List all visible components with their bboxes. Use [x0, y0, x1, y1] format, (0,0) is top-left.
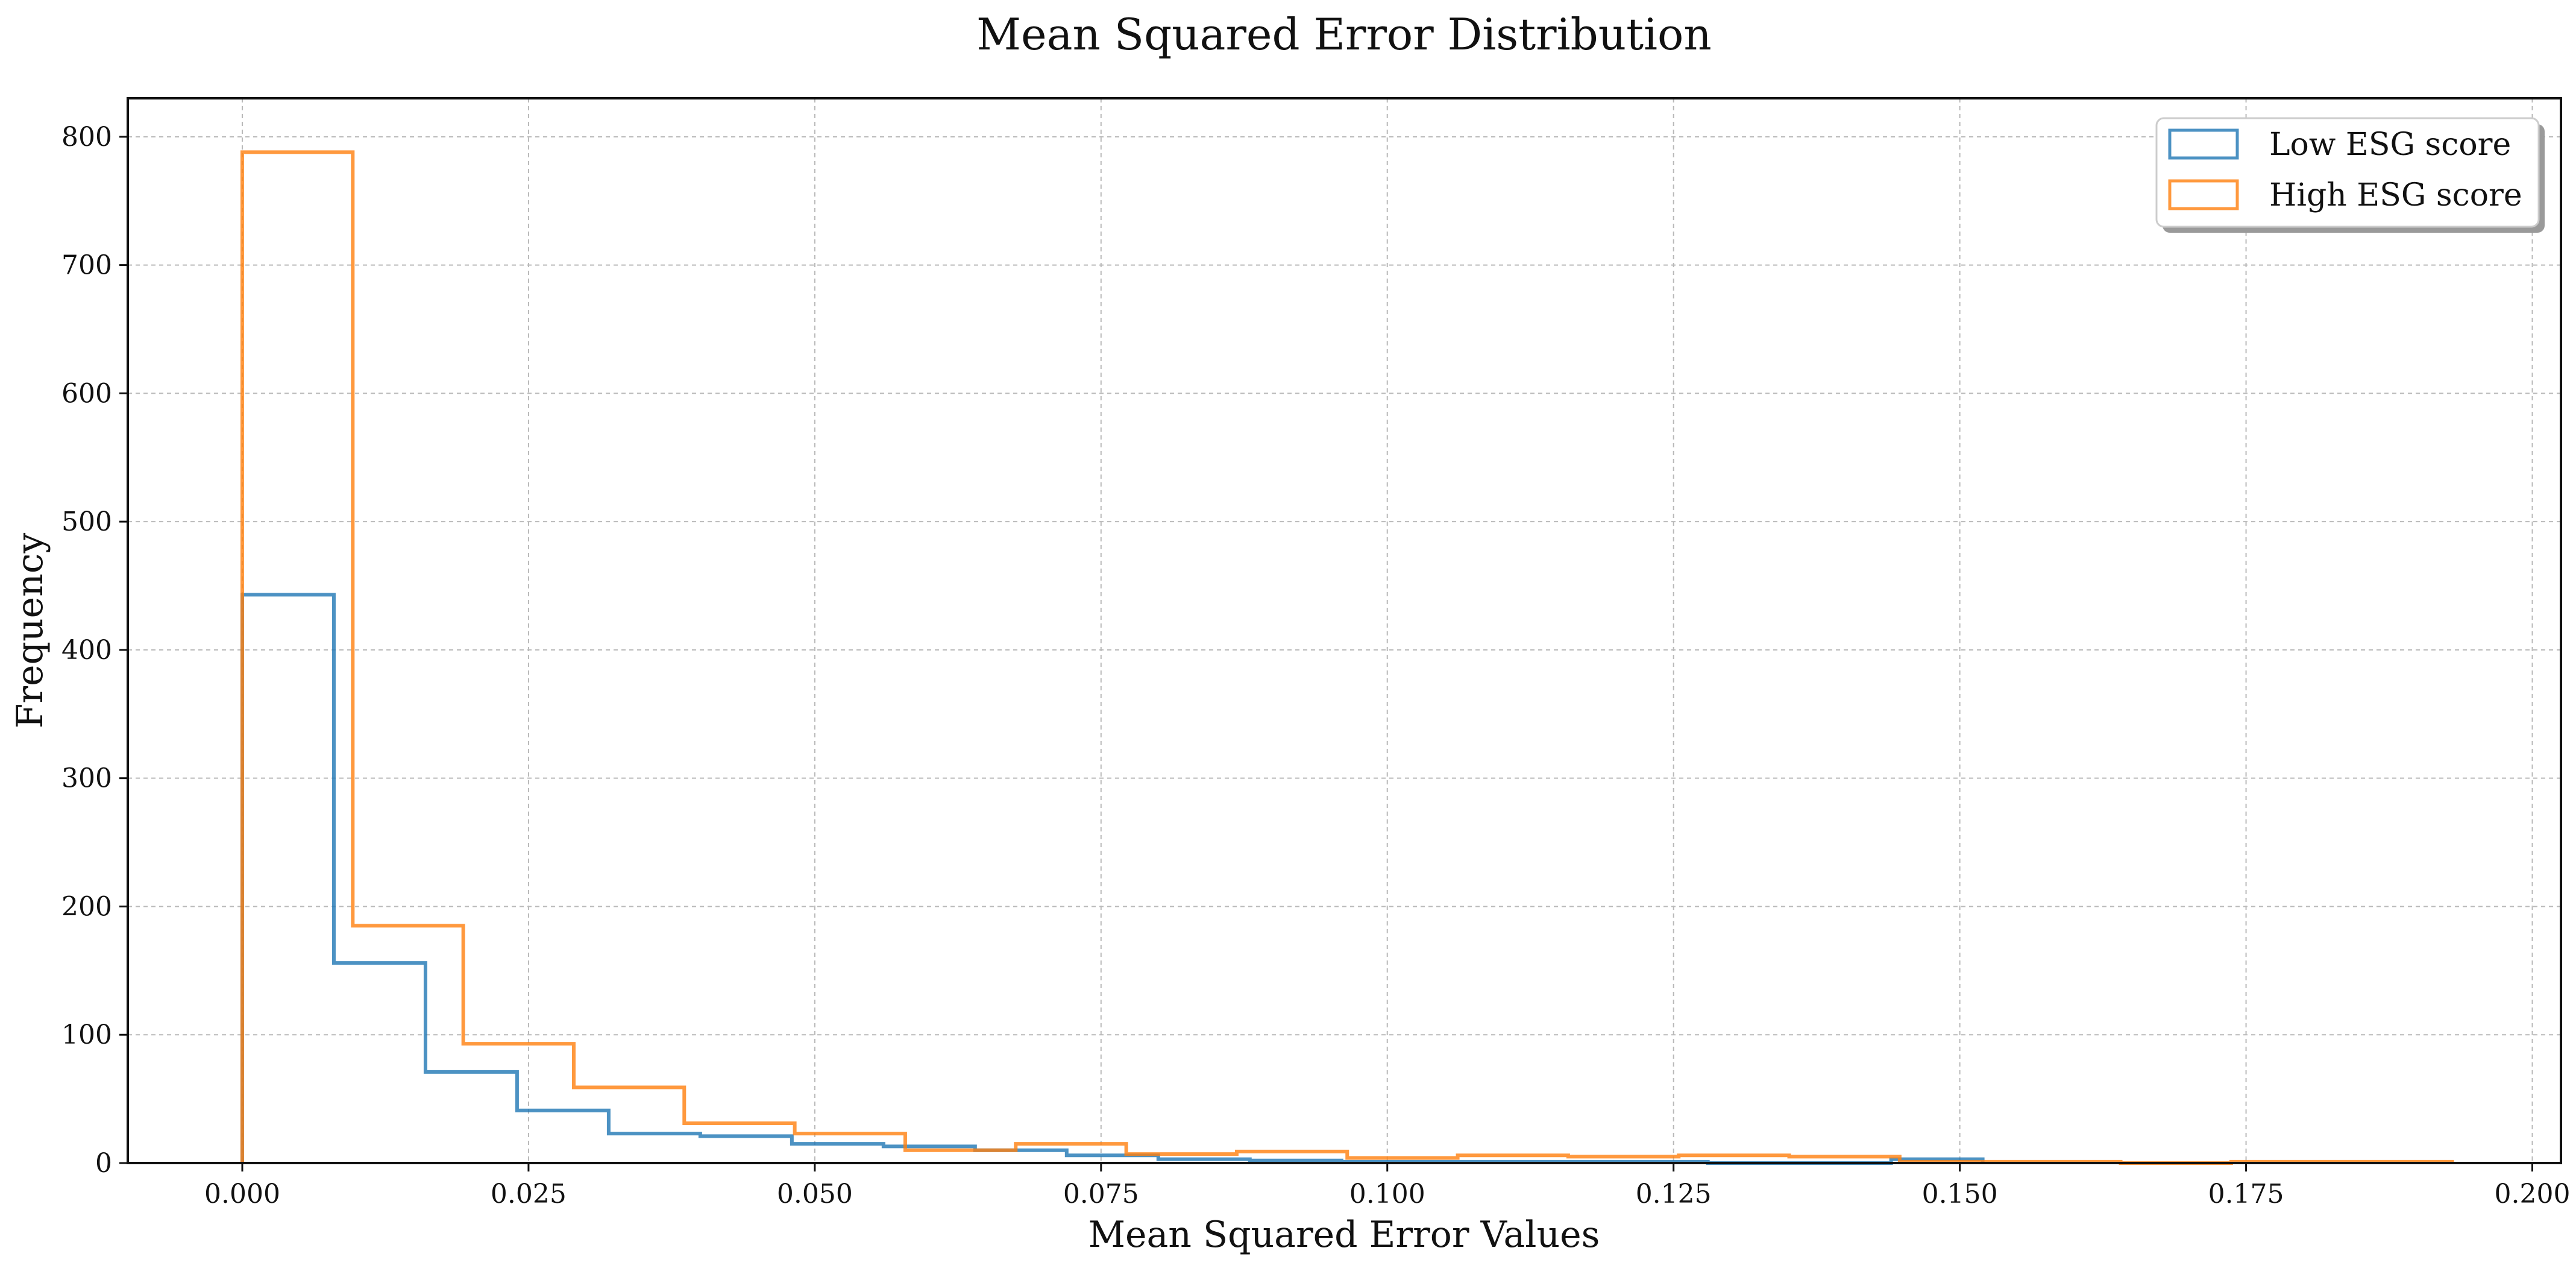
legend-swatch-low-esg [2168, 128, 2239, 160]
y-tick-label: 400 [61, 635, 112, 666]
x-tick-label: 0.125 [1636, 1179, 1712, 1209]
plot-area-frame [127, 97, 2562, 1164]
x-tick-label: 0.050 [777, 1179, 853, 1209]
high-esg-histogram-series [240, 150, 2454, 1165]
y-tick-label: 300 [61, 763, 112, 794]
y-axis-label: Frequency [9, 533, 51, 729]
grid-lines [128, 98, 2561, 1164]
x-tick-label: 0.100 [1349, 1179, 1425, 1209]
y-tick-label: 200 [61, 891, 112, 922]
chart-title: Mean Squared Error Distribution [976, 9, 1712, 60]
y-tick-label: 800 [61, 122, 112, 153]
x-tick-label: 0.200 [2495, 1179, 2571, 1209]
x-tick-label: 0.000 [204, 1179, 280, 1209]
x-tick-label: 0.025 [491, 1179, 567, 1209]
x-tick-label: 0.075 [1063, 1179, 1139, 1209]
x-tick-label: 0.150 [1922, 1179, 1998, 1209]
y-tick-label: 100 [61, 1020, 112, 1050]
series-layer [240, 150, 2454, 1165]
legend-box [2155, 117, 2540, 228]
legend-label-high-esg: High ESG score [2269, 177, 2522, 213]
axis-ticks: 0.000 0.025 0.050 0.075 0.100 0.125 0.150 0.175… [61, 122, 2570, 1209]
x-axis-label: Mean Squared Error Values [1089, 1214, 1600, 1256]
y-tick-label: 0 [95, 1148, 112, 1179]
y-tick-label: 600 [61, 378, 112, 409]
legend-swatch-high-esg [2168, 179, 2239, 210]
legend-label-low-esg: Low ESG score [2269, 127, 2511, 163]
y-tick-label: 500 [61, 506, 112, 537]
legend: Low ESG score High ESG score [2155, 117, 2545, 233]
low-esg-histogram-series [240, 593, 1985, 1165]
y-tick-label: 700 [61, 250, 112, 281]
x-tick-label: 0.175 [2208, 1179, 2284, 1209]
